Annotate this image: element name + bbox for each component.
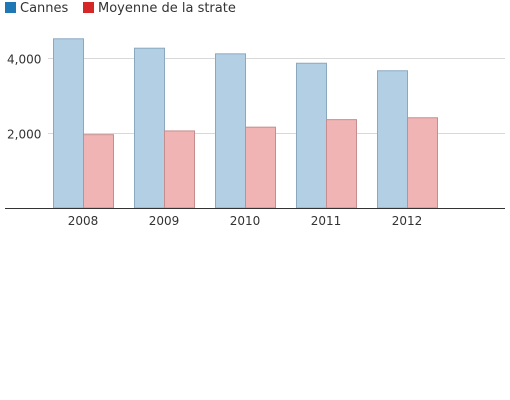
x-tick-label: 2010 <box>230 214 261 228</box>
bar-cannes-2008 <box>53 38 84 209</box>
x-tick-label: 2008 <box>68 214 99 228</box>
bar-moyenne-2008 <box>83 134 114 209</box>
bar-cannes-2011 <box>296 62 327 209</box>
x-tick-label: 2012 <box>392 214 423 228</box>
x-tick-label: 2011 <box>311 214 342 228</box>
legend-label-cannes: Cannes <box>20 1 69 16</box>
bars <box>53 38 438 209</box>
y-tick-label: 2,000 <box>7 128 41 142</box>
legend-label-moyenne: Moyenne de la strate <box>98 1 236 16</box>
bar-moyenne-2011 <box>326 119 357 209</box>
y-axis-tick-labels: 2,000 4,000 <box>7 53 41 142</box>
x-axis-tick-labels: 2008 2009 2010 2011 2012 <box>68 214 423 228</box>
bar-cannes-2012 <box>377 70 408 209</box>
legend: Cannes Moyenne de la strate <box>5 1 236 16</box>
bar-moyenne-2012 <box>407 117 438 209</box>
bar-cannes-2010 <box>215 53 246 209</box>
legend-swatch-moyenne <box>83 2 94 13</box>
y-tick-label: 4,000 <box>7 53 41 67</box>
bar-moyenne-2010 <box>245 126 276 209</box>
x-tick-label: 2009 <box>149 214 180 228</box>
bar-moyenne-2009 <box>164 130 195 209</box>
legend-swatch-cannes <box>5 2 16 13</box>
bar-cannes-2009 <box>134 47 165 209</box>
